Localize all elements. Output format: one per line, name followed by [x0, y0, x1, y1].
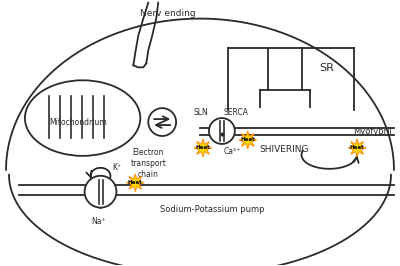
Text: Heat: Heat: [128, 180, 143, 185]
Text: SHIVERING: SHIVERING: [260, 145, 309, 154]
Text: Heat: Heat: [350, 146, 364, 150]
Text: SR: SR: [319, 63, 334, 73]
Text: SLN: SLN: [193, 108, 208, 117]
Text: Myofybril: Myofybril: [353, 127, 392, 135]
Ellipse shape: [148, 108, 176, 136]
Text: Heat: Heat: [196, 146, 210, 150]
Ellipse shape: [209, 118, 235, 144]
Polygon shape: [194, 139, 212, 157]
Polygon shape: [239, 131, 257, 149]
Ellipse shape: [85, 176, 116, 207]
Text: Mitochondrium: Mitochondrium: [49, 118, 106, 127]
Text: Sodium-Potassium pump: Sodium-Potassium pump: [160, 205, 265, 214]
Polygon shape: [126, 174, 144, 192]
Polygon shape: [348, 139, 366, 157]
Ellipse shape: [25, 80, 140, 156]
Text: Heat: Heat: [240, 138, 255, 143]
Text: Nerv ending: Nerv ending: [140, 9, 196, 18]
Text: Ca²⁺: Ca²⁺: [224, 147, 241, 156]
Text: Electron
transport
chain: Electron transport chain: [130, 148, 166, 179]
Text: SERCA: SERCA: [224, 108, 249, 117]
Text: Na⁺: Na⁺: [91, 217, 106, 226]
Text: K⁺: K⁺: [112, 163, 122, 172]
